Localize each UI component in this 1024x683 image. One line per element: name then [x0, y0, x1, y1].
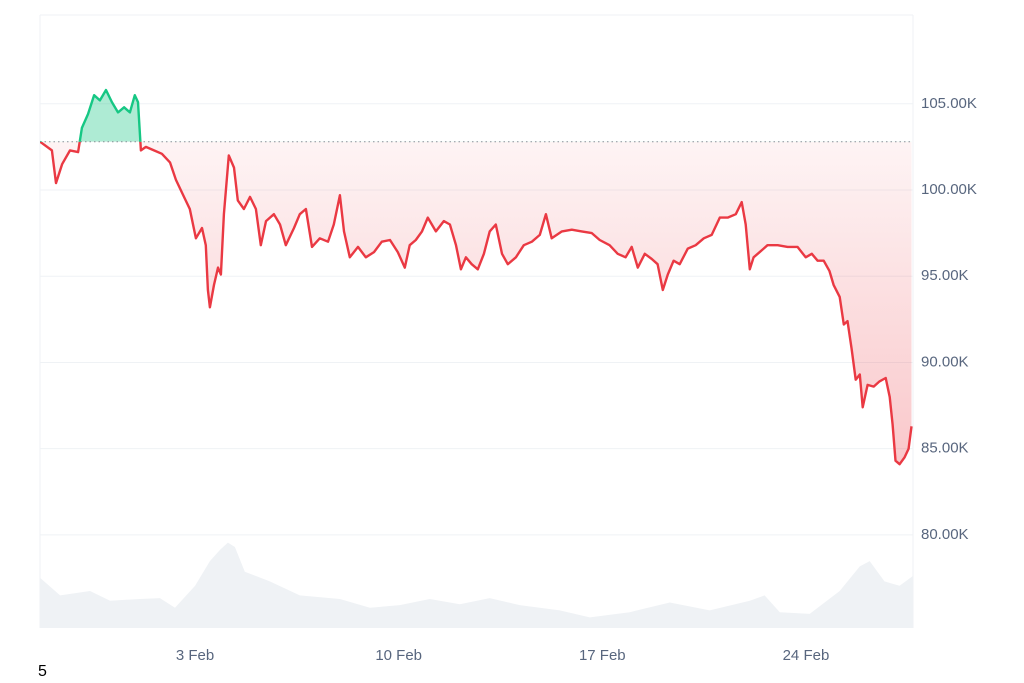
y-tick-label: 85.00K [921, 440, 969, 457]
price-line-down [40, 141, 913, 466]
x-tick-label: 10 Feb [375, 647, 422, 664]
volume-area [40, 542, 913, 628]
y-tick-label: 105.00K [921, 95, 977, 112]
x-tick-label: 3 Feb [176, 647, 214, 664]
area-above-baseline [40, 90, 912, 142]
footer-text: 5 [38, 663, 47, 680]
y-tick-label: 95.00K [921, 267, 969, 284]
x-tick-label: 17 Feb [579, 647, 626, 664]
y-tick-label: 90.00K [921, 353, 969, 370]
y-tick-label: 100.00K [921, 181, 977, 198]
area-below-baseline [40, 141, 912, 465]
y-tick-label: 80.00K [921, 526, 969, 543]
x-tick-label: 24 Feb [783, 647, 830, 664]
